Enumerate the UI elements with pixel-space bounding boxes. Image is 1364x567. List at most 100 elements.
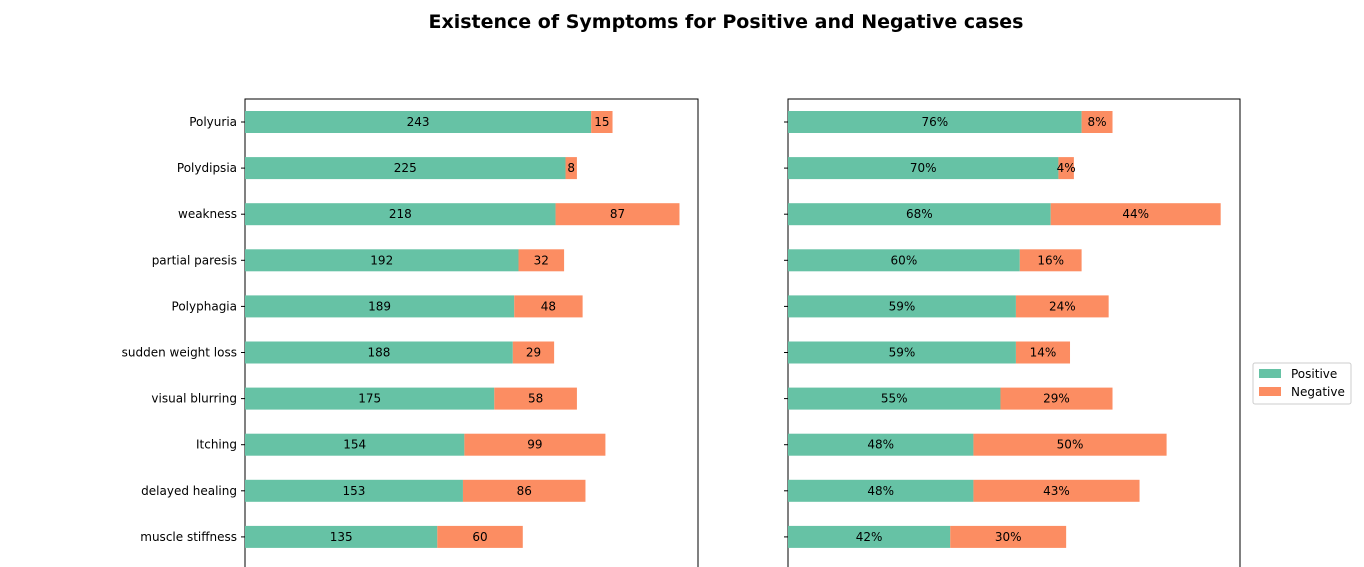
category-label-weakness: weakness bbox=[178, 207, 237, 221]
counts-label-positive-visual-blurring: 175 bbox=[358, 392, 381, 406]
counts-bar-positive-sudden-weight-loss bbox=[245, 341, 513, 364]
counts-bar-negative-polydipsia bbox=[565, 157, 577, 180]
category-label-polydipsia: Polydipsia bbox=[177, 161, 237, 175]
category-label-polyphagia: Polyphagia bbox=[172, 299, 237, 313]
panel-counts: Polyuria 243 15 Polydipsia 225 8 weakness 218 87… bbox=[122, 98, 699, 567]
counts-bar-negative-delayed-healing bbox=[462, 479, 586, 502]
pct-label-negative-muscle-stiffness: 30% bbox=[995, 530, 1022, 544]
pct-bar-positive-weakness bbox=[788, 203, 1051, 226]
counts-bar-positive-weakness bbox=[245, 203, 556, 226]
pct-bar-negative-delayed-healing bbox=[973, 479, 1140, 502]
category-label-itching: Itching bbox=[196, 438, 237, 452]
counts-bar-negative-visual-blurring bbox=[494, 387, 577, 410]
counts-bar-negative-muscle-stiffness bbox=[437, 525, 523, 548]
pct-bar-positive-polyphagia bbox=[788, 295, 1016, 318]
pct-label-positive-polyuria: 76% bbox=[921, 115, 948, 129]
pct-label-positive-muscle-stiffness: 42% bbox=[856, 530, 883, 544]
pct-bar-negative-itching bbox=[973, 433, 1167, 456]
pct-bar-negative-partial-paresis bbox=[1019, 249, 1082, 272]
counts-label-positive-polydipsia: 225 bbox=[394, 161, 417, 175]
counts-label-negative-polyphagia: 48 bbox=[541, 299, 556, 313]
pct-label-negative-visual-blurring: 29% bbox=[1043, 392, 1070, 406]
pct-label-negative-weakness: 44% bbox=[1122, 207, 1149, 221]
counts-label-positive-partial-paresis: 192 bbox=[370, 253, 393, 267]
counts-label-positive-itching: 154 bbox=[343, 438, 366, 452]
pct-bar-positive-itching bbox=[788, 433, 974, 456]
pct-label-positive-delayed-healing: 48% bbox=[867, 484, 894, 498]
counts-bar-positive-delayed-healing bbox=[245, 479, 463, 502]
pct-bar-positive-sudden-weight-loss bbox=[788, 341, 1016, 364]
counts-axes-frame bbox=[244, 98, 699, 567]
pct-axes-frame bbox=[787, 98, 1241, 567]
counts-bar-positive-polyphagia bbox=[245, 295, 515, 318]
pct-label-positive-polyphagia: 59% bbox=[889, 299, 916, 313]
legend-swatch-negative bbox=[1259, 387, 1281, 396]
counts-bar-positive-visual-blurring bbox=[245, 387, 495, 410]
category-label-sudden-weight-loss: sudden weight loss bbox=[122, 346, 237, 360]
category-label-delayed-healing: delayed healing bbox=[141, 484, 237, 498]
pct-bar-negative-sudden-weight-loss bbox=[1015, 341, 1071, 364]
chart-title: Existence of Symptoms for Positive and N… bbox=[428, 11, 1023, 33]
counts-label-negative-polyuria: 15 bbox=[594, 115, 609, 129]
pct-label-negative-partial-paresis: 16% bbox=[1037, 253, 1064, 267]
pct-bar-negative-polydipsia bbox=[1058, 157, 1074, 180]
counts-bar-negative-sudden-weight-loss bbox=[512, 341, 555, 364]
pct-label-positive-polydipsia: 70% bbox=[910, 161, 937, 175]
pct-bar-negative-polyuria bbox=[1081, 111, 1113, 133]
counts-bar-positive-muscle-stiffness bbox=[245, 525, 438, 548]
pct-label-positive-weakness: 68% bbox=[906, 207, 933, 221]
counts-label-negative-visual-blurring: 58 bbox=[528, 392, 543, 406]
pct-bar-negative-polyphagia bbox=[1015, 295, 1109, 318]
counts-bar-negative-partial-paresis bbox=[518, 249, 565, 272]
counts-label-negative-muscle-stiffness: 60 bbox=[472, 530, 487, 544]
counts-label-positive-delayed-healing: 153 bbox=[343, 484, 366, 498]
pct-bar-negative-visual-blurring bbox=[1000, 387, 1113, 410]
counts-bar-positive-polydipsia bbox=[245, 157, 566, 180]
counts-label-positive-polyuria: 243 bbox=[407, 115, 430, 129]
counts-label-positive-sudden-weight-loss: 188 bbox=[367, 346, 390, 360]
counts-bar-negative-polyphagia bbox=[514, 295, 583, 318]
pct-label-positive-sudden-weight-loss: 59% bbox=[889, 346, 916, 360]
counts-bar-negative-itching bbox=[464, 433, 606, 456]
counts-label-positive-muscle-stiffness: 135 bbox=[330, 530, 353, 544]
counts-label-negative-weakness: 87 bbox=[610, 207, 625, 221]
pct-label-negative-itching: 50% bbox=[1057, 438, 1084, 452]
counts-bar-positive-itching bbox=[245, 433, 465, 456]
counts-label-positive-weakness: 218 bbox=[389, 207, 412, 221]
category-label-polyuria: Polyuria bbox=[189, 115, 237, 129]
counts-label-negative-delayed-healing: 86 bbox=[517, 484, 532, 498]
counts-bar-positive-partial-paresis bbox=[245, 249, 519, 272]
category-label-muscle-stiffness: muscle stiffness bbox=[140, 530, 237, 544]
pct-label-negative-sudden-weight-loss: 14% bbox=[1030, 346, 1057, 360]
pct-label-positive-itching: 48% bbox=[867, 438, 894, 452]
category-label-visual-blurring: visual blurring bbox=[151, 392, 237, 406]
pct-bar-negative-weakness bbox=[1050, 203, 1221, 226]
counts-bar-negative-weakness bbox=[555, 203, 680, 226]
counts-label-negative-partial-paresis: 32 bbox=[534, 253, 549, 267]
category-label-partial-paresis: partial paresis bbox=[152, 253, 237, 267]
pct-bar-positive-polydipsia bbox=[788, 157, 1059, 180]
counts-bar-positive-polyuria bbox=[245, 111, 592, 133]
counts-label-negative-polydipsia: 8 bbox=[567, 161, 575, 175]
pct-bar-positive-delayed-healing bbox=[788, 479, 974, 502]
panel-percentages: 76% 8% 70% 4% 68% 44% 60% 16% 59% 24% 59% 14% 55% 29%… bbox=[784, 98, 1241, 567]
pct-bar-positive-partial-paresis bbox=[788, 249, 1020, 272]
pct-label-negative-polyphagia: 24% bbox=[1049, 299, 1076, 313]
legend-swatch-positive bbox=[1259, 369, 1281, 378]
pct-label-negative-delayed-healing: 43% bbox=[1043, 484, 1070, 498]
counts-label-positive-polyphagia: 189 bbox=[368, 299, 391, 313]
pct-label-positive-partial-paresis: 60% bbox=[891, 253, 918, 267]
counts-bar-negative-polyuria bbox=[591, 111, 613, 133]
legend-label-negative: Negative bbox=[1291, 385, 1345, 399]
pct-label-positive-visual-blurring: 55% bbox=[881, 392, 908, 406]
counts-label-negative-itching: 99 bbox=[527, 438, 542, 452]
legend: Positive Negative bbox=[1252, 362, 1352, 405]
pct-bar-positive-muscle-stiffness bbox=[788, 525, 951, 548]
pct-bar-negative-muscle-stiffness bbox=[950, 525, 1067, 548]
pct-bar-positive-polyuria bbox=[788, 111, 1082, 133]
legend-label-positive: Positive bbox=[1291, 367, 1337, 381]
counts-label-negative-sudden-weight-loss: 29 bbox=[526, 346, 541, 360]
pct-label-negative-polyuria: 8% bbox=[1088, 115, 1107, 129]
pct-bar-positive-visual-blurring bbox=[788, 387, 1001, 410]
